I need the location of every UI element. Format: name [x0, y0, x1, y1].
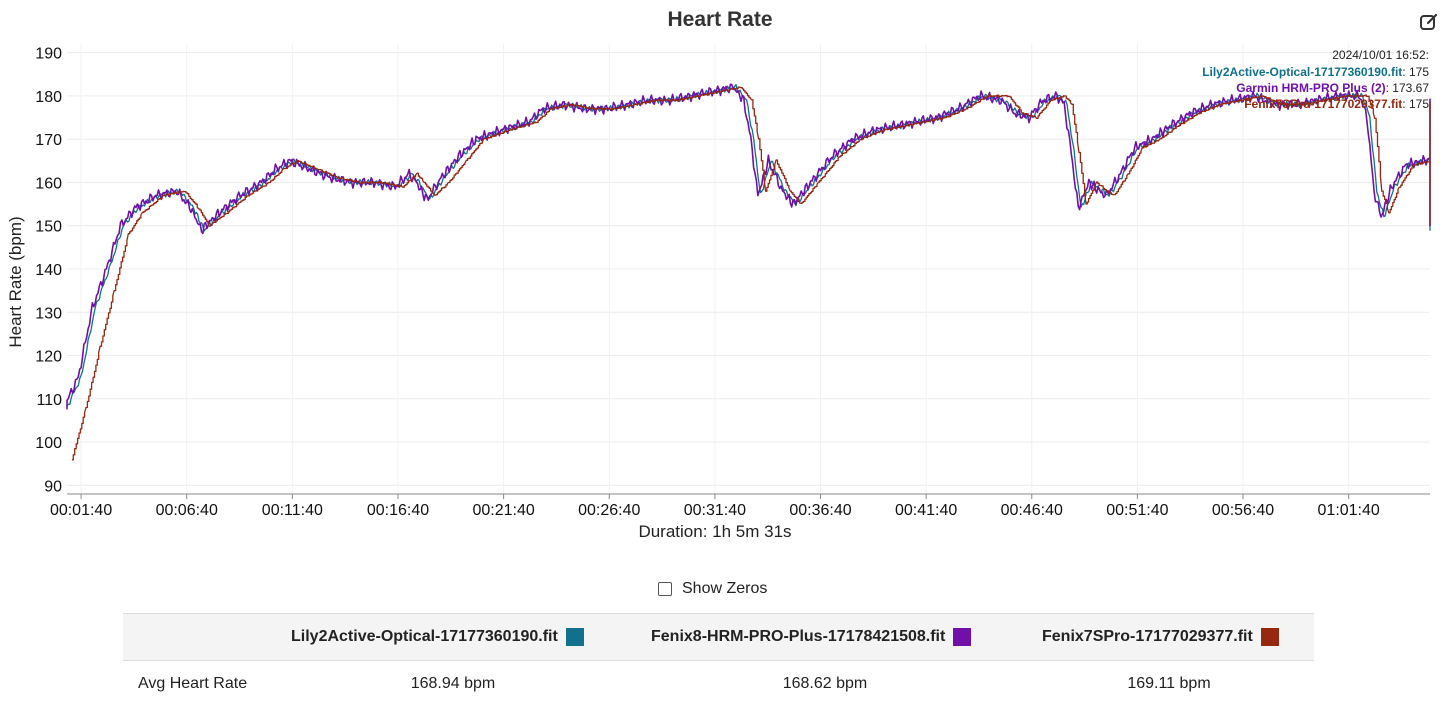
- table-row: Avg Heart Rate 168.94 bpm 168.62 bpm 169…: [123, 661, 1314, 707]
- summary-column-header: Fenix8-HRM-PRO-Plus-17178421508.fit: [651, 614, 972, 660]
- y-tick-label: 110: [36, 392, 62, 409]
- show-zeros-toggle[interactable]: Show Zeros: [658, 578, 767, 600]
- summary-column-header: Lily2Active-Optical-17177360190.fit: [291, 614, 584, 660]
- x-tick-label: 00:31:40: [684, 502, 746, 519]
- x-tick-label: 00:56:40: [1212, 502, 1274, 519]
- summary-table: Lily2Active-Optical-17177360190.fit Feni…: [123, 613, 1314, 707]
- series-layer: [66, 83, 1431, 461]
- y-tick-label: 140: [35, 262, 62, 279]
- edit-icon[interactable]: [1419, 12, 1439, 32]
- x-tick-label: 00:21:40: [472, 502, 534, 519]
- series-line: [66, 83, 1431, 407]
- hover-tooltip: 2024/10/01 16:52: Lily2Active-Optical-17…: [1202, 48, 1429, 111]
- x-tick-label: 00:41:40: [895, 502, 957, 519]
- tooltip-entry: Garmin HRM-PRO Plus (2): 173.67: [1236, 81, 1429, 95]
- series-color-swatch: [1260, 628, 1279, 646]
- tooltip-entry-name: Garmin HRM-PRO Plus (2): [1236, 81, 1385, 95]
- x-tick-label: 00:51:40: [1106, 502, 1168, 519]
- series-line: [71, 86, 1431, 461]
- y-tick-label: 150: [35, 219, 62, 236]
- x-tick-label: 00:26:40: [578, 502, 640, 519]
- y-axis-ticks: 190 180 170 160 150 140 130 120 110 100 90: [35, 46, 62, 496]
- y-axis-label: Heart Rate (bpm): [6, 216, 25, 347]
- y-tick-label: 180: [35, 89, 62, 106]
- series-color-swatch: [953, 628, 972, 646]
- table-cell: 168.62 bpm: [782, 675, 868, 692]
- tooltip-entry-name: Fenix7SPro-17177029377.fit: [1244, 97, 1402, 111]
- tooltip-entry-value: 173.67: [1392, 81, 1429, 95]
- summary-column-header: Fenix7SPro-17177029377.fit: [1042, 614, 1279, 660]
- x-axis-ticks: 00:01:40 00:06:40 00:11:40 00:16:40 00:21:40…: [50, 494, 1380, 519]
- series-color-swatch: [565, 628, 584, 646]
- y-tick-label: 120: [35, 349, 62, 366]
- x-tick-label: 00:36:40: [789, 502, 851, 519]
- row-label: Avg Heart Rate: [138, 675, 248, 692]
- table-cell: 169.11 bpm: [1127, 675, 1211, 692]
- tooltip-entry-name: Lily2Active-Optical-17177360190.fit: [1202, 65, 1402, 79]
- show-zeros-checkbox[interactable]: [658, 582, 672, 596]
- heart-rate-chart: 190 180 170 160 150 140 130 120 110 100 90 00:01:4…: [6, 44, 1431, 541]
- tooltip-entry-value: 175: [1409, 65, 1429, 79]
- x-tick-label: 00:06:40: [156, 502, 218, 519]
- series-line: [66, 83, 1431, 410]
- summary-header-row: Lily2Active-Optical-17177360190.fit Feni…: [123, 613, 1314, 661]
- chart-title: Heart Rate: [667, 8, 773, 31]
- tooltip-entry-value: 175: [1409, 97, 1429, 111]
- tooltip-entry: Lily2Active-Optical-17177360190.fit: 175: [1202, 65, 1429, 79]
- x-tick-label: 00:11:40: [262, 502, 323, 519]
- tooltip-time: 2024/10/01 16:52:: [1332, 48, 1429, 62]
- y-tick-label: 130: [35, 305, 62, 322]
- y-tick-label: 170: [35, 132, 62, 149]
- x-tick-label: 00:46:40: [1001, 502, 1063, 519]
- x-tick-label: 00:16:40: [367, 502, 429, 519]
- y-tick-label: 100: [35, 435, 62, 452]
- tooltip-entry: Fenix7SPro-17177029377.fit: 175: [1244, 97, 1429, 111]
- y-tick-label: 90: [44, 478, 62, 495]
- y-tick-label: 160: [35, 175, 62, 192]
- grid-layer: [67, 44, 1430, 494]
- table-cell: 168.94 bpm: [410, 675, 496, 692]
- y-tick-label: 190: [35, 46, 62, 63]
- show-zeros-label: Show Zeros: [682, 580, 768, 597]
- x-axis-label: Duration: 1h 5m 31s: [638, 522, 791, 541]
- x-tick-label: 00:01:40: [50, 502, 112, 519]
- x-tick-label: 01:01:40: [1318, 502, 1380, 519]
